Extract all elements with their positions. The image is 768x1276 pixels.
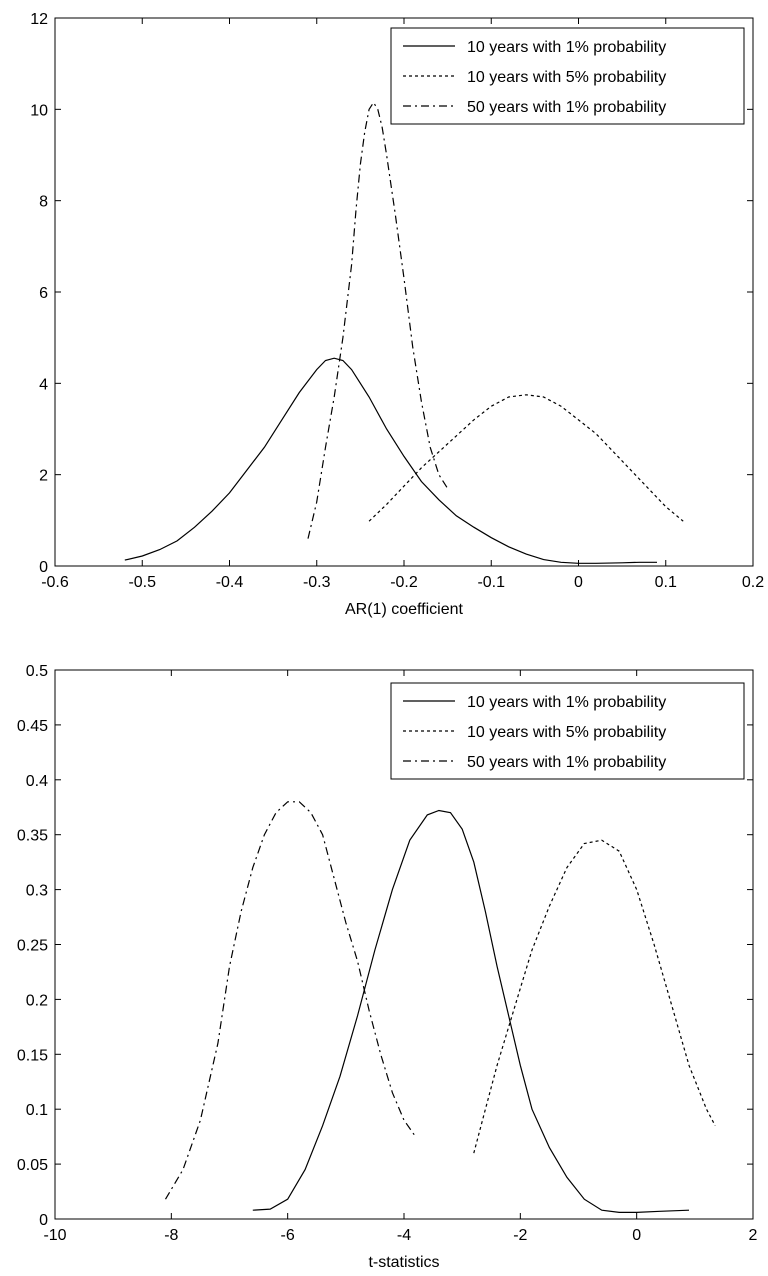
y-tick-label: 2 bbox=[39, 468, 48, 485]
x-tick-label: -4 bbox=[397, 1227, 411, 1244]
x-tick-label: -8 bbox=[164, 1227, 178, 1244]
y-tick-label: 0.5 bbox=[26, 663, 48, 680]
x-tick-label: 0.1 bbox=[655, 574, 677, 591]
y-tick-label: 0.05 bbox=[17, 1157, 48, 1174]
series-line-3 bbox=[307, 101, 449, 539]
legend-box bbox=[390, 27, 745, 125]
legend-entry: 50 years with 1% probability bbox=[467, 754, 666, 771]
series-line-3 bbox=[164, 801, 417, 1200]
t-statistics-chart: -10 -8 -6 -4 -2 0 2 0 0.05 0.1 0.15 0.2 0.25 0.3 0.35 0… bbox=[17, 663, 758, 1271]
y-tick-label: 0 bbox=[39, 559, 48, 576]
y-tick-label: 0.4 bbox=[26, 773, 48, 790]
x-tick-label: -0.6 bbox=[41, 574, 69, 591]
x-tick-label: 0 bbox=[632, 1227, 641, 1244]
x-tick-label: -0.3 bbox=[303, 574, 331, 591]
y-tick-label: 0.25 bbox=[17, 938, 48, 955]
y-tick-label: 4 bbox=[39, 376, 48, 393]
legend-entry: 50 years with 1% probability bbox=[467, 99, 666, 116]
y-tick-label: 0.45 bbox=[17, 718, 48, 735]
y-tick-label: 0.2 bbox=[26, 992, 48, 1009]
y-tick-label: 0.15 bbox=[17, 1047, 48, 1064]
x-axis-label: t-statistics bbox=[368, 1254, 439, 1271]
x-tick-label: -6 bbox=[281, 1227, 295, 1244]
x-tick-label: -0.2 bbox=[390, 574, 418, 591]
ar1-coefficient-chart: -0.6 -0.5 -0.4 -0.3 -0.2 -0.1 0 0.1 0.2 0 2 4 6 8 10 12… bbox=[30, 11, 764, 618]
y-tick-label: 12 bbox=[30, 11, 48, 28]
y-tick-label: 0 bbox=[39, 1212, 48, 1229]
x-tick-label: 0.2 bbox=[742, 574, 764, 591]
x-tick-label: -10 bbox=[43, 1227, 66, 1244]
y-tick-label: 0.35 bbox=[17, 828, 48, 845]
legend-box bbox=[390, 682, 745, 780]
y-tick-label: 0.3 bbox=[26, 883, 48, 900]
x-tick-label: -0.5 bbox=[128, 574, 156, 591]
x-tick-label: -0.1 bbox=[477, 574, 505, 591]
y-tick-label: 8 bbox=[39, 194, 48, 211]
legend-entry: 10 years with 1% probability bbox=[467, 694, 666, 711]
series-line-2 bbox=[368, 394, 684, 522]
legend-entry: 10 years with 1% probability bbox=[467, 39, 666, 56]
x-tick-label: -0.4 bbox=[216, 574, 244, 591]
series-line-2 bbox=[473, 839, 716, 1154]
legend: 10 years with 1% probability 10 years wit… bbox=[390, 27, 745, 125]
series-line-1 bbox=[124, 357, 657, 564]
legend-entry: 10 years with 5% probability bbox=[467, 724, 666, 741]
legend-entry: 10 years with 5% probability bbox=[467, 69, 666, 86]
x-tick-label: 2 bbox=[749, 1227, 758, 1244]
y-tick-label: 6 bbox=[39, 285, 48, 302]
y-tick-label: 0.1 bbox=[26, 1102, 48, 1119]
legend: 10 years with 1% probability 10 years wit… bbox=[390, 682, 745, 780]
y-tick-label: 10 bbox=[30, 102, 48, 119]
x-tick-label: -2 bbox=[513, 1227, 527, 1244]
series-line-1 bbox=[252, 809, 690, 1214]
x-axis-label: AR(1) coefficient bbox=[345, 601, 464, 618]
x-tick-label: 0 bbox=[574, 574, 583, 591]
